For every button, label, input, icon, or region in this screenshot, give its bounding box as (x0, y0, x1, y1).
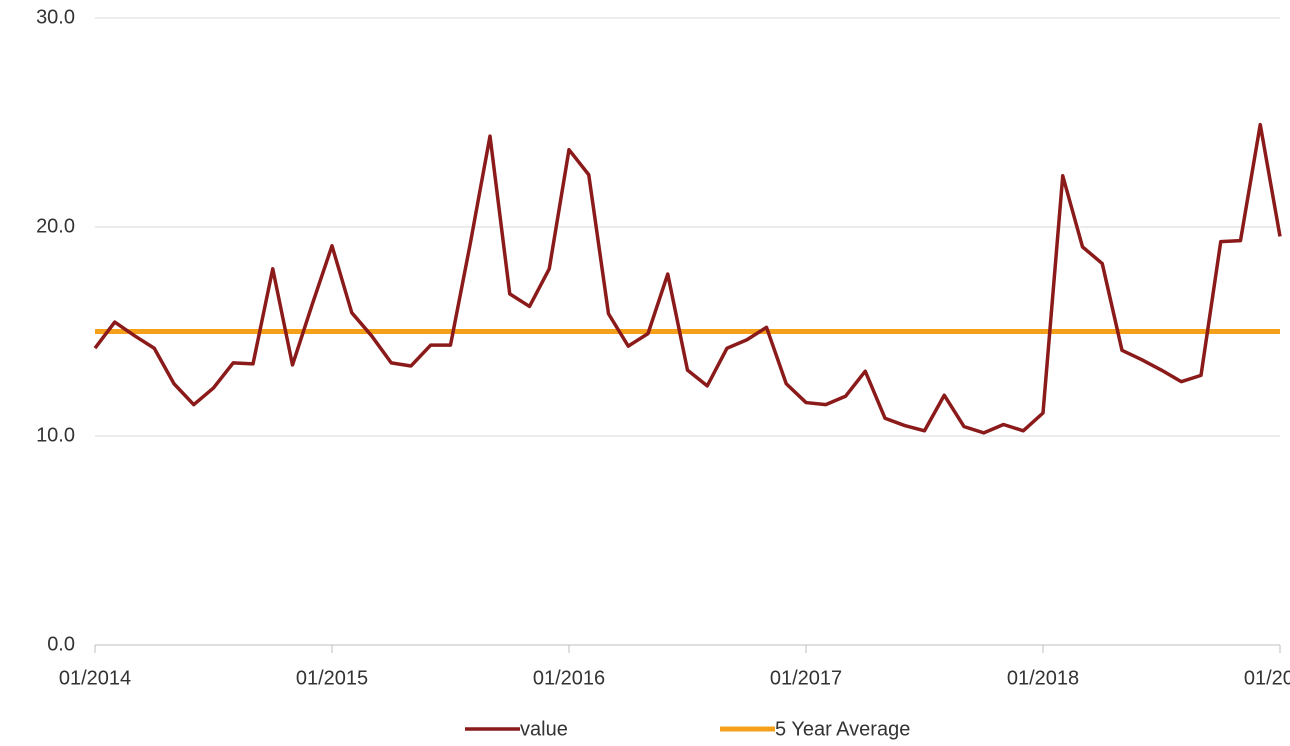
y-tick-label: 0.0 (47, 633, 75, 655)
legend-label: value (520, 718, 568, 740)
y-tick-label: 30.0 (36, 6, 75, 28)
y-tick-label: 20.0 (36, 215, 75, 237)
x-tick-label: 01/2017 (770, 667, 842, 689)
series-line (93, 122, 1282, 435)
x-tick-label: 01/2015 (296, 667, 368, 689)
y-tick-label: 10.0 (36, 424, 75, 446)
x-tick-label: 01/2019 (1244, 667, 1290, 689)
legend-label: 5 Year Average (775, 718, 910, 740)
x-tick-label: 01/2014 (59, 667, 131, 689)
x-tick-label: 01/2016 (533, 667, 605, 689)
x-tick-label: 01/2018 (1007, 667, 1079, 689)
